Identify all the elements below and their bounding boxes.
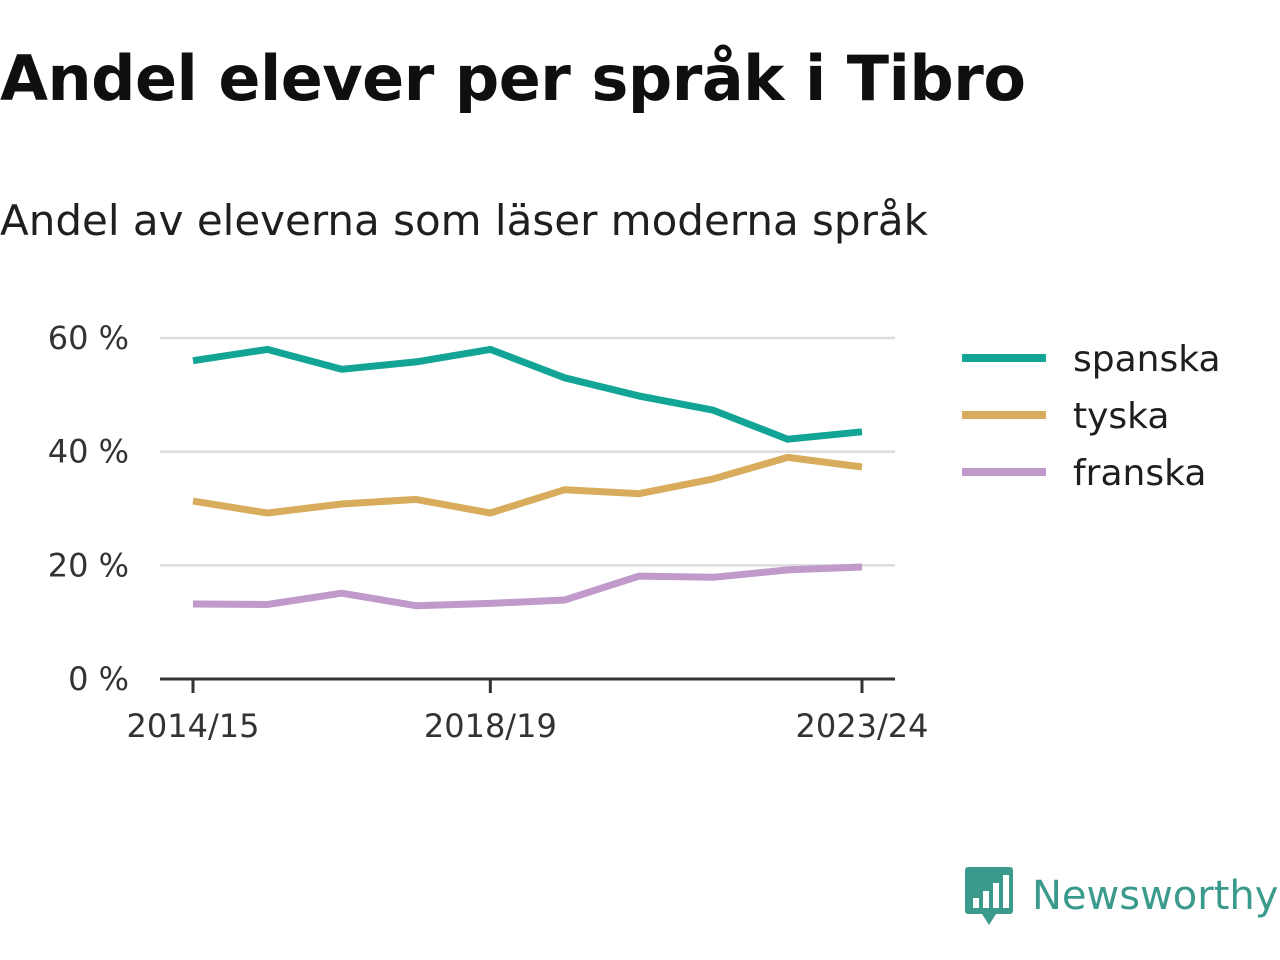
y-axis-labels: 0 % 20 % 40 % 60 % xyxy=(48,319,129,698)
grid-lines xyxy=(160,336,895,567)
legend-label-franska: franska xyxy=(1073,453,1206,494)
series-line-franska xyxy=(192,563,863,610)
y-tick-label: 60 % xyxy=(48,319,129,357)
series-line-tyska xyxy=(192,453,863,517)
x-tick-label: 2018/19 xyxy=(424,707,557,745)
legend-label-tyska: tyska xyxy=(1073,396,1169,437)
x-axis-labels: 2014/15 2018/19 2023/24 xyxy=(127,707,929,745)
chart-subtitle: Andel av eleverna som läser moderna språ… xyxy=(0,196,928,245)
brand-name: Newsworthy xyxy=(1032,873,1279,919)
y-tick-label: 40 % xyxy=(48,433,129,471)
bar-chart-speech-bubble-icon xyxy=(965,867,1013,925)
x-tick-label: 2014/15 xyxy=(127,707,260,745)
y-tick-label: 20 % xyxy=(48,546,129,584)
legend: spanska tyska franska xyxy=(962,339,1221,494)
brand-logo: Newsworthy xyxy=(964,864,1278,928)
x-axis xyxy=(160,677,895,693)
y-tick-label: 0 % xyxy=(68,660,129,698)
chart-title: Andel elever per språk i Tibro xyxy=(0,42,1026,115)
legend-label-spanska: spanska xyxy=(1073,339,1221,380)
series-lines xyxy=(192,345,863,610)
x-tick-label: 2023/24 xyxy=(796,707,929,745)
series-line-spanska xyxy=(192,345,863,443)
